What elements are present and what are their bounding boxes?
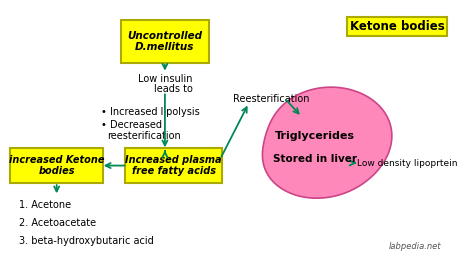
Polygon shape [263, 87, 392, 198]
Text: • Increased lipolysis: • Increased lipolysis [101, 107, 200, 117]
Text: Stored in liver: Stored in liver [273, 154, 357, 164]
FancyBboxPatch shape [125, 148, 222, 183]
Text: Increased plasma
free fatty acids: Increased plasma free fatty acids [126, 155, 222, 176]
Text: 3. beta-hydroxybutaric acid: 3. beta-hydroxybutaric acid [19, 236, 154, 246]
Text: Reesterification: Reesterification [233, 94, 310, 104]
Text: labpedia.net: labpedia.net [389, 242, 441, 251]
Text: Low density lipoprtein: Low density lipoprtein [357, 159, 458, 168]
FancyBboxPatch shape [121, 20, 209, 63]
Text: 1. Acetone: 1. Acetone [19, 200, 71, 210]
FancyBboxPatch shape [10, 148, 103, 183]
Text: Ketone bodies: Ketone bodies [349, 20, 444, 33]
Text: Low insulin: Low insulin [137, 74, 192, 84]
Text: • Decreased: • Decreased [101, 120, 162, 130]
Text: 2. Acetoacetate: 2. Acetoacetate [19, 218, 96, 228]
Text: Uncontrolled
D.mellitus: Uncontrolled D.mellitus [128, 31, 202, 52]
Text: Triglycerides: Triglycerides [275, 131, 355, 141]
Text: reesterification: reesterification [108, 131, 181, 141]
Text: leads to: leads to [155, 84, 193, 94]
Text: increased Ketone
bodies: increased Ketone bodies [9, 155, 104, 176]
